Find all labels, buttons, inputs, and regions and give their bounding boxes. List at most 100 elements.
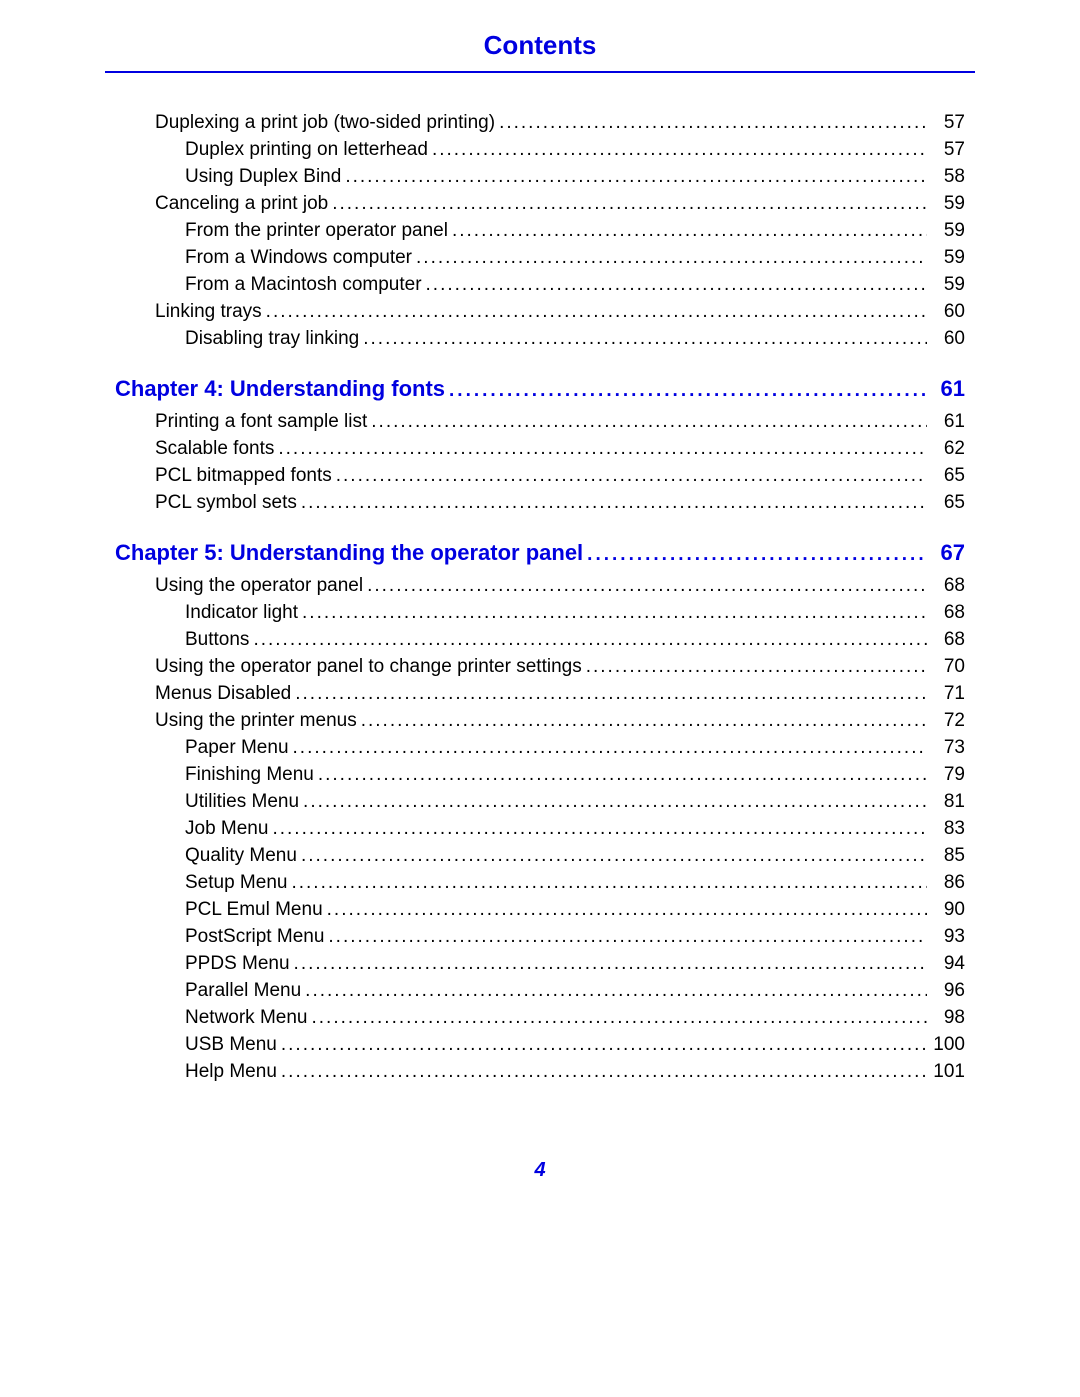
toc-page-number: 83 — [931, 819, 965, 838]
sec-using-printer-menus[interactable]: Using the printer menus72 — [155, 711, 965, 730]
toc-leader-dots — [328, 927, 927, 946]
toc-page-number: 71 — [931, 684, 965, 703]
page-number: 4 — [0, 1159, 1080, 1182]
page-header: Contents — [0, 0, 1080, 61]
toc-label: Job Menu — [185, 819, 268, 838]
sec-pcl-bitmapped[interactable]: PCL bitmapped fonts 65 — [155, 466, 965, 485]
sub-usb-menu[interactable]: USB Menu100 — [185, 1035, 965, 1054]
toc-label: Finishing Menu — [185, 765, 314, 784]
toc-page-number: 86 — [931, 873, 965, 892]
toc-page-number: 65 — [931, 493, 965, 512]
toc-leader-dots — [586, 657, 927, 676]
header-rule — [105, 71, 975, 73]
toc-label: Canceling a print job — [155, 194, 328, 213]
toc-leader-dots — [272, 819, 927, 838]
sub-cancel-mac[interactable]: From a Macintosh computer59 — [185, 275, 965, 294]
toc-label: From a Macintosh computer — [185, 275, 422, 294]
sec-scalable-fonts[interactable]: Scalable fonts62 — [155, 439, 965, 458]
toc-leader-dots — [361, 711, 927, 730]
toc-label: USB Menu — [185, 1035, 277, 1054]
toc-leader-dots — [336, 466, 927, 485]
sec-using-operator-panel[interactable]: Using the operator panel 68 — [155, 576, 965, 595]
toc-leader-dots — [449, 381, 927, 400]
sub-job-menu[interactable]: Job Menu 83 — [185, 819, 965, 838]
toc-page-number: 67 — [931, 542, 965, 564]
toc-label: PCL symbol sets — [155, 493, 297, 512]
toc-page-number: 65 — [931, 466, 965, 485]
sub-paper-menu[interactable]: Paper Menu73 — [185, 738, 965, 757]
toc-label: Printing a font sample list — [155, 412, 367, 431]
toc-leader-dots — [303, 792, 927, 811]
toc-label: Utilities Menu — [185, 792, 299, 811]
sub-quality-menu[interactable]: Quality Menu 85 — [185, 846, 965, 865]
sub-duplex-bind[interactable]: Using Duplex Bind58 — [185, 167, 965, 186]
toc-page-number: 60 — [931, 329, 965, 348]
sub-setup-menu[interactable]: Setup Menu 86 — [185, 873, 965, 892]
toc-page-number: 57 — [931, 113, 965, 132]
sub-duplex-letterhead[interactable]: Duplex printing on letterhead57 — [185, 140, 965, 159]
toc-page-number: 73 — [931, 738, 965, 757]
toc-page-number: 62 — [931, 439, 965, 458]
toc-leader-dots — [426, 275, 927, 294]
toc-leader-dots — [327, 900, 927, 919]
toc-page-number: 68 — [931, 576, 965, 595]
sub-cancel-windows[interactable]: From a Windows computer59 — [185, 248, 965, 267]
toc-leader-dots — [332, 194, 927, 213]
sec-font-sample[interactable]: Printing a font sample list 61 — [155, 412, 965, 431]
toc-leader-dots — [587, 545, 927, 564]
toc-label: Using the operator panel to change print… — [155, 657, 582, 676]
sub-finishing-menu[interactable]: Finishing Menu79 — [185, 765, 965, 784]
sec-pcl-symbol[interactable]: PCL symbol sets 65 — [155, 493, 965, 512]
sec-change-settings[interactable]: Using the operator panel to change print… — [155, 657, 965, 676]
toc-leader-dots — [301, 493, 927, 512]
toc-label: Using the operator panel — [155, 576, 363, 595]
toc-page-number: 68 — [931, 630, 965, 649]
table-of-contents: Duplexing a print job (two-sided printin… — [115, 113, 965, 1081]
sub-postscript-menu[interactable]: PostScript Menu93 — [185, 927, 965, 946]
sub-utilities-menu[interactable]: Utilities Menu 81 — [185, 792, 965, 811]
toc-label: Chapter 5: Understanding the operator pa… — [115, 542, 583, 564]
sub-help-menu[interactable]: Help Menu 101 — [185, 1062, 965, 1081]
sub-network-menu[interactable]: Network Menu98 — [185, 1008, 965, 1027]
toc-page-number: 81 — [931, 792, 965, 811]
toc-label: Using the printer menus — [155, 711, 357, 730]
toc-page-number: 59 — [931, 221, 965, 240]
sec-duplexing[interactable]: Duplexing a print job (two-sided printin… — [155, 113, 965, 132]
toc-label: PPDS Menu — [185, 954, 290, 973]
sub-buttons[interactable]: Buttons 68 — [185, 630, 965, 649]
toc-label: Help Menu — [185, 1062, 277, 1081]
toc-label: Buttons — [185, 630, 249, 649]
sub-indicator-light[interactable]: Indicator light68 — [185, 603, 965, 622]
chapter-4[interactable]: Chapter 4: Understanding fonts61 — [115, 378, 965, 400]
toc-page-number: 57 — [931, 140, 965, 159]
sub-cancel-operator-panel[interactable]: From the printer operator panel59 — [185, 221, 965, 240]
toc-page-number: 85 — [931, 846, 965, 865]
toc-leader-dots — [295, 684, 927, 703]
toc-leader-dots — [301, 846, 927, 865]
sub-disable-tray-linking[interactable]: Disabling tray linking60 — [185, 329, 965, 348]
toc-page-number: 68 — [931, 603, 965, 622]
toc-leader-dots — [293, 738, 927, 757]
sub-ppds-menu[interactable]: PPDS Menu94 — [185, 954, 965, 973]
toc-page-number: 93 — [931, 927, 965, 946]
sec-menus-disabled[interactable]: Menus Disabled71 — [155, 684, 965, 703]
toc-page-number: 61 — [931, 412, 965, 431]
toc-leader-dots — [281, 1035, 925, 1054]
toc-page-number: 61 — [931, 378, 965, 400]
sec-canceling[interactable]: Canceling a print job59 — [155, 194, 965, 213]
toc-page-number: 60 — [931, 302, 965, 321]
toc-page-number: 101 — [929, 1062, 965, 1081]
sub-pcl-emul-menu[interactable]: PCL Emul Menu90 — [185, 900, 965, 919]
toc-page-number: 70 — [931, 657, 965, 676]
toc-leader-dots — [318, 765, 927, 784]
toc-label: PCL bitmapped fonts — [155, 466, 332, 485]
toc-leader-dots — [294, 954, 927, 973]
toc-label: Quality Menu — [185, 846, 297, 865]
toc-leader-dots — [363, 329, 927, 348]
toc-label: Setup Menu — [185, 873, 287, 892]
toc-leader-dots — [312, 1008, 928, 1027]
toc-leader-dots — [499, 113, 927, 132]
sec-linking-trays[interactable]: Linking trays60 — [155, 302, 965, 321]
chapter-5[interactable]: Chapter 5: Understanding the operator pa… — [115, 542, 965, 564]
sub-parallel-menu[interactable]: Parallel Menu96 — [185, 981, 965, 1000]
